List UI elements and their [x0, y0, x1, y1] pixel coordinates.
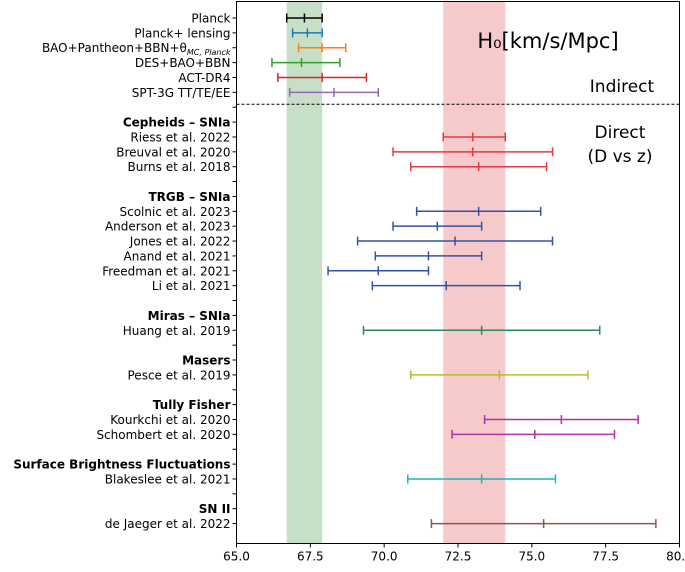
group-header-masers: Masers	[182, 354, 230, 368]
errorbar-schombert-et-al-2020	[451, 429, 616, 439]
errorbar-planck	[285, 13, 323, 23]
row-label-pesce-et-al-2019: Pesce et al. 2019	[128, 368, 231, 382]
errorbar-jones-et-al-2022	[356, 236, 554, 246]
row-label-schombert-et-al-2020: Schombert et al. 2020	[96, 428, 230, 442]
row-label-act-dr4: ACT-DR4	[178, 71, 230, 85]
row-label-planck: Planck	[191, 12, 230, 26]
group-header-surface-brightness-fluctuations: Surface Brightness Fluctuations	[13, 458, 230, 472]
x-tick-label: 72.5	[445, 550, 472, 564]
errorbar-li-et-al-2021	[371, 281, 521, 291]
row-label-de-jaeger-et-al-2022: de Jaeger et al. 2022	[105, 517, 231, 531]
group-header-trgb-snia: TRGB – SNIa	[148, 190, 230, 204]
row-label-des-bao-bbn: DES+BAO+BBN	[135, 56, 231, 70]
row-label-anderson-et-al-2023: Anderson et al. 2023	[105, 220, 231, 234]
row-label-kourkchi-et-al-2020: Kourkchi et al. 2020	[110, 413, 230, 427]
chart-title: H₀[km/s/Mpc]	[477, 29, 618, 53]
errorbar-freedman-et-al-2021	[327, 266, 430, 276]
row-label-riess-et-al-2022: Riess et al. 2022	[130, 130, 230, 144]
row-label-anand-et-al-2021: Anand et al. 2021	[124, 249, 231, 263]
row-label-planck-lensing: Planck+ lensing	[134, 26, 230, 40]
errorbar-blakeslee-et-al-2021	[407, 474, 557, 484]
row-label-jones-et-al-2022: Jones et al. 2022	[129, 235, 231, 249]
indirect-annotation: Indirect	[590, 77, 655, 97]
planck-band	[286, 1, 323, 544]
bars-layer	[271, 13, 657, 529]
row-label-spt-3g-tt-te-ee: SPT-3G TT/TE/EE	[132, 86, 231, 100]
group-header-miras-snia: Miras – SNIa	[148, 309, 231, 323]
errorbar-scolnic-et-al-2023	[415, 206, 542, 216]
errorbar-bao-pantheon-bbn	[297, 43, 347, 53]
bands-layer	[286, 1, 506, 544]
row-label-freedman-et-al-2021: Freedman et al. 2021	[102, 264, 230, 278]
x-tick-label: 65.0	[223, 550, 250, 564]
x-tick-label: 67.5	[297, 550, 324, 564]
x-tick-label: 80.0	[666, 550, 685, 564]
group-header-sn-ii: SN II	[199, 502, 231, 516]
group-header-tully-fisher: Tully Fisher	[153, 398, 231, 412]
row-label-scolnic-et-al-2023: Scolnic et al. 2023	[120, 205, 231, 219]
row-label-li-et-al-2021: Li et al. 2021	[152, 279, 231, 293]
direct-subtitle: (D vs z)	[587, 147, 652, 167]
row-label-huang-et-al-2019: Huang et al. 2019	[123, 324, 231, 338]
errorbar-huang-et-al-2019	[362, 325, 601, 335]
x-tick-label: 77.5	[592, 550, 619, 564]
errorbar-planck-lensing	[291, 28, 323, 38]
group-header-cepheids-snia: Cepheids – SNIa	[123, 116, 231, 130]
errorbar-burns-et-al-2018	[409, 162, 548, 172]
errorbar-riess-et-al-2022	[442, 132, 507, 142]
row-label-breuval-et-al-2020: Breuval et al. 2020	[116, 145, 230, 159]
direct-annotation: Direct	[595, 123, 646, 143]
x-axis: 65.0 67.5 70.0 72.5 75.0 77.5 80.0	[223, 543, 685, 564]
x-tick-label: 70.0	[371, 550, 398, 564]
shoes-band	[443, 1, 506, 544]
row-label-bao-pantheon-bbn: BAO+Pantheon+BBN+θMC, Planck	[42, 41, 231, 57]
errorbar-spt-3g-tt-te-ee	[288, 87, 380, 97]
errorbar-des-bao-bbn	[271, 58, 341, 68]
errorbar-pesce-et-al-2019	[409, 370, 589, 380]
row-label-burns-et-al-2018: Burns et al. 2018	[128, 160, 231, 174]
errorbar-kourkchi-et-al-2020	[483, 414, 639, 424]
errorbar-anderson-et-al-2023	[392, 221, 483, 231]
errorbar-anand-et-al-2021	[374, 251, 483, 261]
x-tick-label: 75.0	[518, 550, 545, 564]
errorbar-act-dr4	[277, 72, 368, 82]
errorbar-breuval-et-al-2020	[392, 147, 554, 157]
errorbar-de-jaeger-et-al-2022	[430, 519, 657, 529]
row-label-blakeslee-et-al-2021: Blakeslee et al. 2021	[105, 472, 231, 486]
